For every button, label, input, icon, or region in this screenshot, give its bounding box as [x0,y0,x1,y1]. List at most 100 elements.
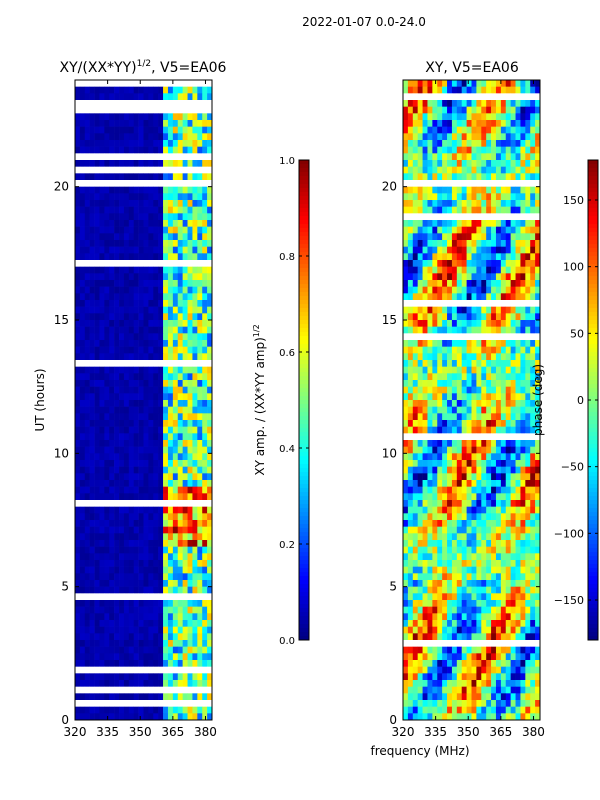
heatmap-cell [207,306,213,314]
heatmap-cell [432,546,438,554]
heatmap-cell [123,653,130,661]
heatmap-cell [114,353,120,361]
heatmap-cell [75,666,81,674]
heatmap-cell [432,413,438,421]
heatmap-cell [148,313,154,321]
heatmap-cell [407,106,414,114]
heatmap-cell [427,426,433,434]
heatmap-cell [172,420,179,427]
heatmap-cell [94,693,100,701]
heatmap-cell [89,273,95,281]
heatmap-cell [99,366,105,374]
heatmap-cell [84,533,90,541]
heatmap-cell [119,113,125,121]
heatmap-cell [158,126,164,134]
heatmap-cell [104,273,110,281]
heatmap-cell [456,513,463,521]
heatmap-cell [84,460,90,467]
heatmap-cell [427,413,433,421]
heatmap-cell [525,120,531,127]
heatmap-cell [427,360,433,367]
heatmap-cell [94,586,100,594]
heatmap-cell [427,380,433,387]
heatmap-cell [148,506,154,514]
heatmap-cell [422,240,428,247]
heatmap-cell [456,273,463,281]
heatmap-cell [530,526,536,534]
heatmap-cell [500,560,507,567]
heatmap-cell [123,680,130,687]
heatmap-cell [437,313,443,321]
heatmap-cell [182,353,188,361]
heatmap-cell [403,566,409,574]
heatmap-cell [461,346,467,354]
heatmap-cell [119,553,125,561]
heatmap-cell [75,486,81,494]
heatmap-cell [99,106,105,114]
heatmap-cell [187,240,193,247]
heatmap-cell [447,233,453,241]
heatmap-cell [486,300,492,307]
heatmap-cell [138,226,144,234]
heatmap-cell [466,346,472,354]
heatmap-cell [442,206,448,214]
heatmap-cell [182,500,188,507]
heatmap-cell [197,640,203,647]
heatmap-cell [535,266,541,274]
heatmap-cell [143,340,149,347]
heatmap-cell [79,140,86,147]
heatmap-cell [500,213,507,221]
heatmap-cell [182,660,188,667]
heatmap-cell [456,420,463,427]
heatmap-cell [491,206,497,214]
heatmap-cell [172,480,179,487]
heatmap-cell [94,473,100,481]
heatmap-cell [407,520,414,527]
heatmap-cell [158,600,164,607]
heatmap-cell [192,333,198,341]
heatmap-cell [495,126,502,134]
heatmap-cell [128,146,135,154]
heatmap-cell [476,473,482,481]
heatmap-cell [177,246,183,254]
heatmap-cell [123,460,130,467]
heatmap-cell [182,273,188,281]
heatmap-cell [138,366,144,374]
heatmap-cell [75,633,81,641]
heatmap-cell [491,246,497,254]
heatmap-cell [123,220,130,227]
heatmap-cell [75,460,81,467]
heatmap-cell [119,713,125,721]
heatmap-cell [476,246,482,254]
heatmap-cell [167,440,174,447]
heatmap-cell [491,513,497,521]
heatmap-cell [495,320,502,327]
heatmap-cell [123,300,130,307]
heatmap-cell [84,440,90,447]
heatmap-cell [138,373,144,381]
heatmap-cell [417,333,423,341]
heatmap-cell [466,133,472,141]
heatmap-cell [437,240,443,247]
heatmap-cell [128,166,135,174]
heatmap-cell [167,286,174,294]
heatmap-cell [207,380,213,387]
heatmap-cell [197,473,203,481]
heatmap-cell [187,80,193,87]
heatmap-cell [99,140,105,147]
heatmap-cell [456,540,463,547]
heatmap-cell [192,626,198,634]
heatmap-cell [133,520,139,527]
heatmap-cell [486,493,492,501]
heatmap-cell [79,340,86,347]
heatmap-cell [442,553,448,561]
heatmap-cell [427,280,433,287]
heatmap-cell [202,300,208,307]
heatmap-cell [187,260,193,267]
heatmap-cell [437,213,443,221]
heatmap-cell [119,86,125,94]
heatmap-cell [525,446,531,454]
heatmap-cell [525,306,531,314]
heatmap-cell [520,226,526,234]
heatmap-cell [486,466,492,474]
